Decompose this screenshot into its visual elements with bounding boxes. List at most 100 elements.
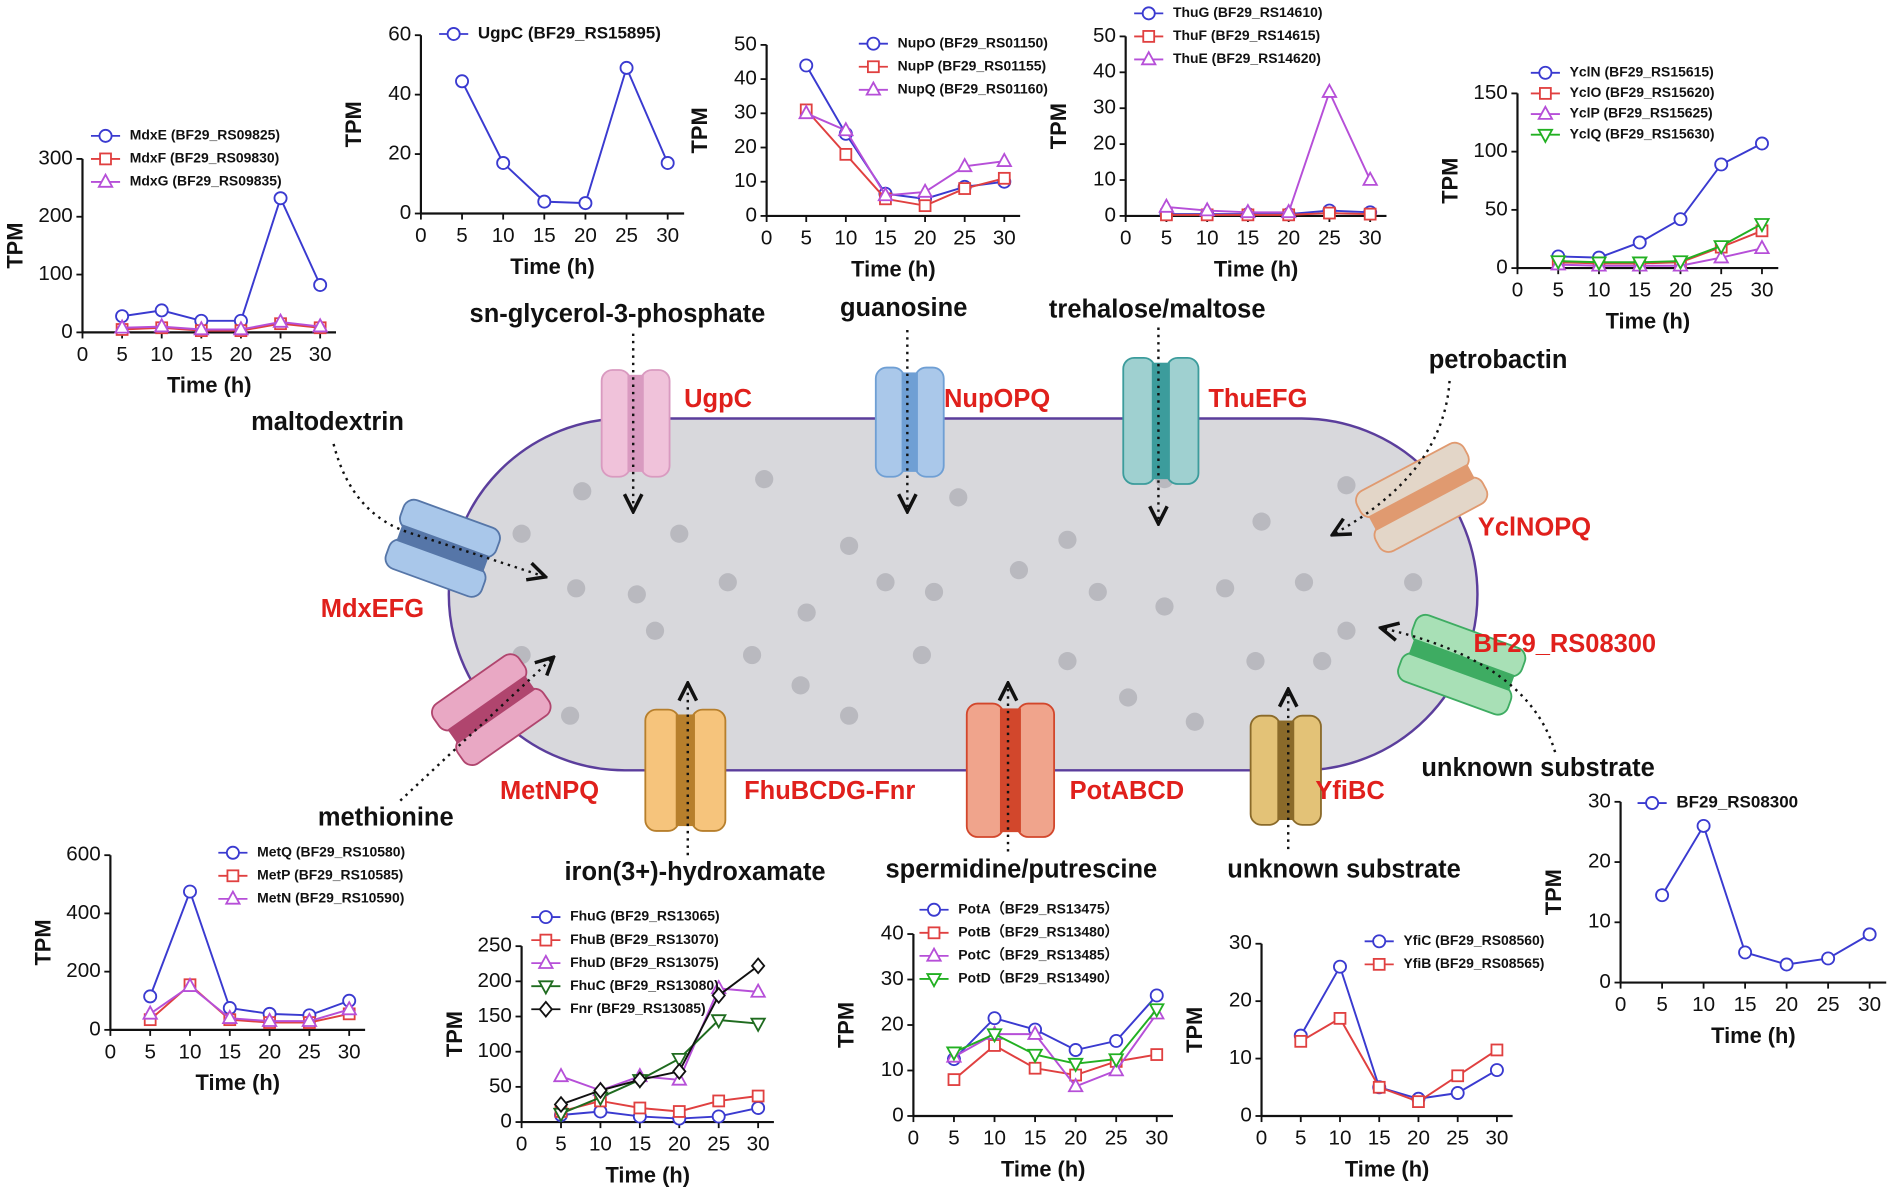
x-tick-label: 5	[1656, 993, 1667, 1016]
x-tick-label: 15	[1024, 1126, 1047, 1149]
cell	[447, 417, 1479, 772]
marker	[711, 986, 726, 1005]
marker	[97, 172, 114, 188]
arrow	[1383, 628, 1557, 753]
x-tick-label: 20	[1064, 1126, 1087, 1149]
marker	[1451, 1069, 1465, 1083]
marker	[1107, 1061, 1125, 1077]
x-tick-label: 15	[1236, 226, 1259, 249]
marker	[945, 1046, 963, 1062]
legend-label: PotA（BF29_RS13475）	[958, 900, 1118, 916]
transporter-half	[690, 708, 727, 832]
cell-granule	[1404, 573, 1423, 592]
transporter-label: YfiBC	[1315, 777, 1384, 805]
marker	[1372, 1080, 1386, 1094]
x-tick-label: 5	[1552, 279, 1563, 302]
legend-label: YclP (BF29_RS15625)	[1570, 105, 1713, 121]
marker	[301, 1011, 318, 1027]
marker	[749, 982, 767, 998]
marker	[1142, 30, 1156, 43]
cell-granule	[949, 488, 968, 507]
marker	[1067, 1057, 1084, 1073]
cell-granule	[573, 482, 592, 501]
marker	[1713, 240, 1730, 256]
transporter-half	[965, 702, 1005, 838]
series-line	[149, 984, 350, 1023]
series-line	[1299, 964, 1498, 1100]
y-tick-label: 0	[1496, 256, 1507, 279]
legend-label: MetQ (BF29_RS10580)	[257, 843, 405, 859]
cell-granule	[1058, 530, 1077, 549]
marker	[153, 317, 170, 333]
line-chart: 0 10 20 30 40 50 0 5 10 15 20 25 30 TPM Time (h) NupO (…	[687, 32, 1048, 281]
y-tick-label: 20	[1229, 989, 1252, 1012]
transporter-label: YclNOPQ	[1478, 514, 1591, 542]
x-tick-label: 15	[218, 1040, 241, 1063]
marker	[877, 186, 894, 202]
series-line	[953, 994, 1158, 1060]
marker	[98, 128, 113, 143]
marker	[918, 199, 932, 213]
transporter-label: FhuBCDG-Fnr	[744, 777, 915, 805]
transporter-core	[447, 675, 536, 744]
x-tick-label: 15	[1368, 1126, 1391, 1149]
x-tick-label: 30	[656, 224, 679, 247]
x-axis-label: Time (h)	[196, 1070, 281, 1095]
marker	[1537, 104, 1554, 120]
marker	[1149, 988, 1164, 1003]
y-tick-label: 100	[1473, 139, 1507, 162]
x-tick-label: 30	[993, 226, 1016, 249]
cell-granule	[718, 573, 737, 592]
marker	[1026, 1024, 1044, 1040]
x-axis-label: Time (h)	[1001, 1156, 1086, 1181]
arrow	[399, 659, 552, 802]
marker	[1067, 1077, 1084, 1093]
series-line	[121, 195, 322, 322]
cell-granule	[755, 470, 774, 489]
y-tick-label: 400	[66, 901, 100, 924]
cell-granule	[742, 645, 762, 665]
line-chart: 0 10 20 30 40 50 0 5 10 15 20 25 30 TPM Time (h) ThuG (…	[1046, 4, 1387, 281]
legend-label: YclQ (BF29_RS15630)	[1570, 125, 1715, 141]
marker	[224, 889, 242, 905]
y-tick-label: 0	[745, 203, 756, 226]
marker	[1141, 6, 1156, 21]
y-axis-label: TPM	[687, 107, 712, 153]
transporter-half	[1016, 702, 1056, 838]
x-tick-label: 0	[415, 224, 426, 247]
marker	[1779, 957, 1794, 972]
line-chart: 0 50 100 150 200 250 0 5 10 15 20 25 30 TPM Time (h) Fh…	[442, 908, 774, 1187]
series-line	[122, 320, 321, 331]
series-line	[805, 112, 1005, 197]
cell-granule	[791, 676, 810, 695]
marker	[552, 1067, 570, 1083]
transporter-core	[901, 372, 918, 472]
y-tick-label: 50	[1485, 197, 1508, 220]
marker	[496, 156, 511, 170]
legend-label: FhuC (BF29_RS13080)	[570, 977, 719, 993]
cell-granule	[567, 579, 586, 598]
x-tick-label: 15	[190, 343, 213, 366]
marker	[1673, 212, 1688, 227]
y-tick-label: 0	[1240, 1103, 1251, 1126]
marker	[593, 1081, 608, 1100]
series-line	[149, 888, 350, 1017]
marker	[340, 1000, 358, 1016]
marker	[958, 182, 972, 195]
cell-granule	[512, 524, 531, 543]
x-tick-label: 10	[179, 1040, 202, 1063]
line-chart: 0 10 20 30 0 5 10 15 20 25 30 TPM Time (h) BF29_RS083…	[1541, 789, 1887, 1048]
series-line	[560, 987, 759, 1092]
marker	[619, 60, 634, 75]
marker	[1450, 1086, 1465, 1100]
marker	[633, 1101, 647, 1115]
transporter	[874, 366, 945, 478]
legend-label: ThuG (BF29_RS14610)	[1173, 4, 1323, 20]
series-line	[1300, 1017, 1498, 1103]
marker	[1109, 1033, 1124, 1048]
transporter-core	[1277, 720, 1295, 821]
legend-label: PotC（BF29_RS13485）	[958, 947, 1118, 963]
legend-label: ThuE (BF29_RS14620)	[1173, 50, 1321, 66]
marker	[537, 953, 555, 969]
cell-granule	[1185, 712, 1204, 731]
